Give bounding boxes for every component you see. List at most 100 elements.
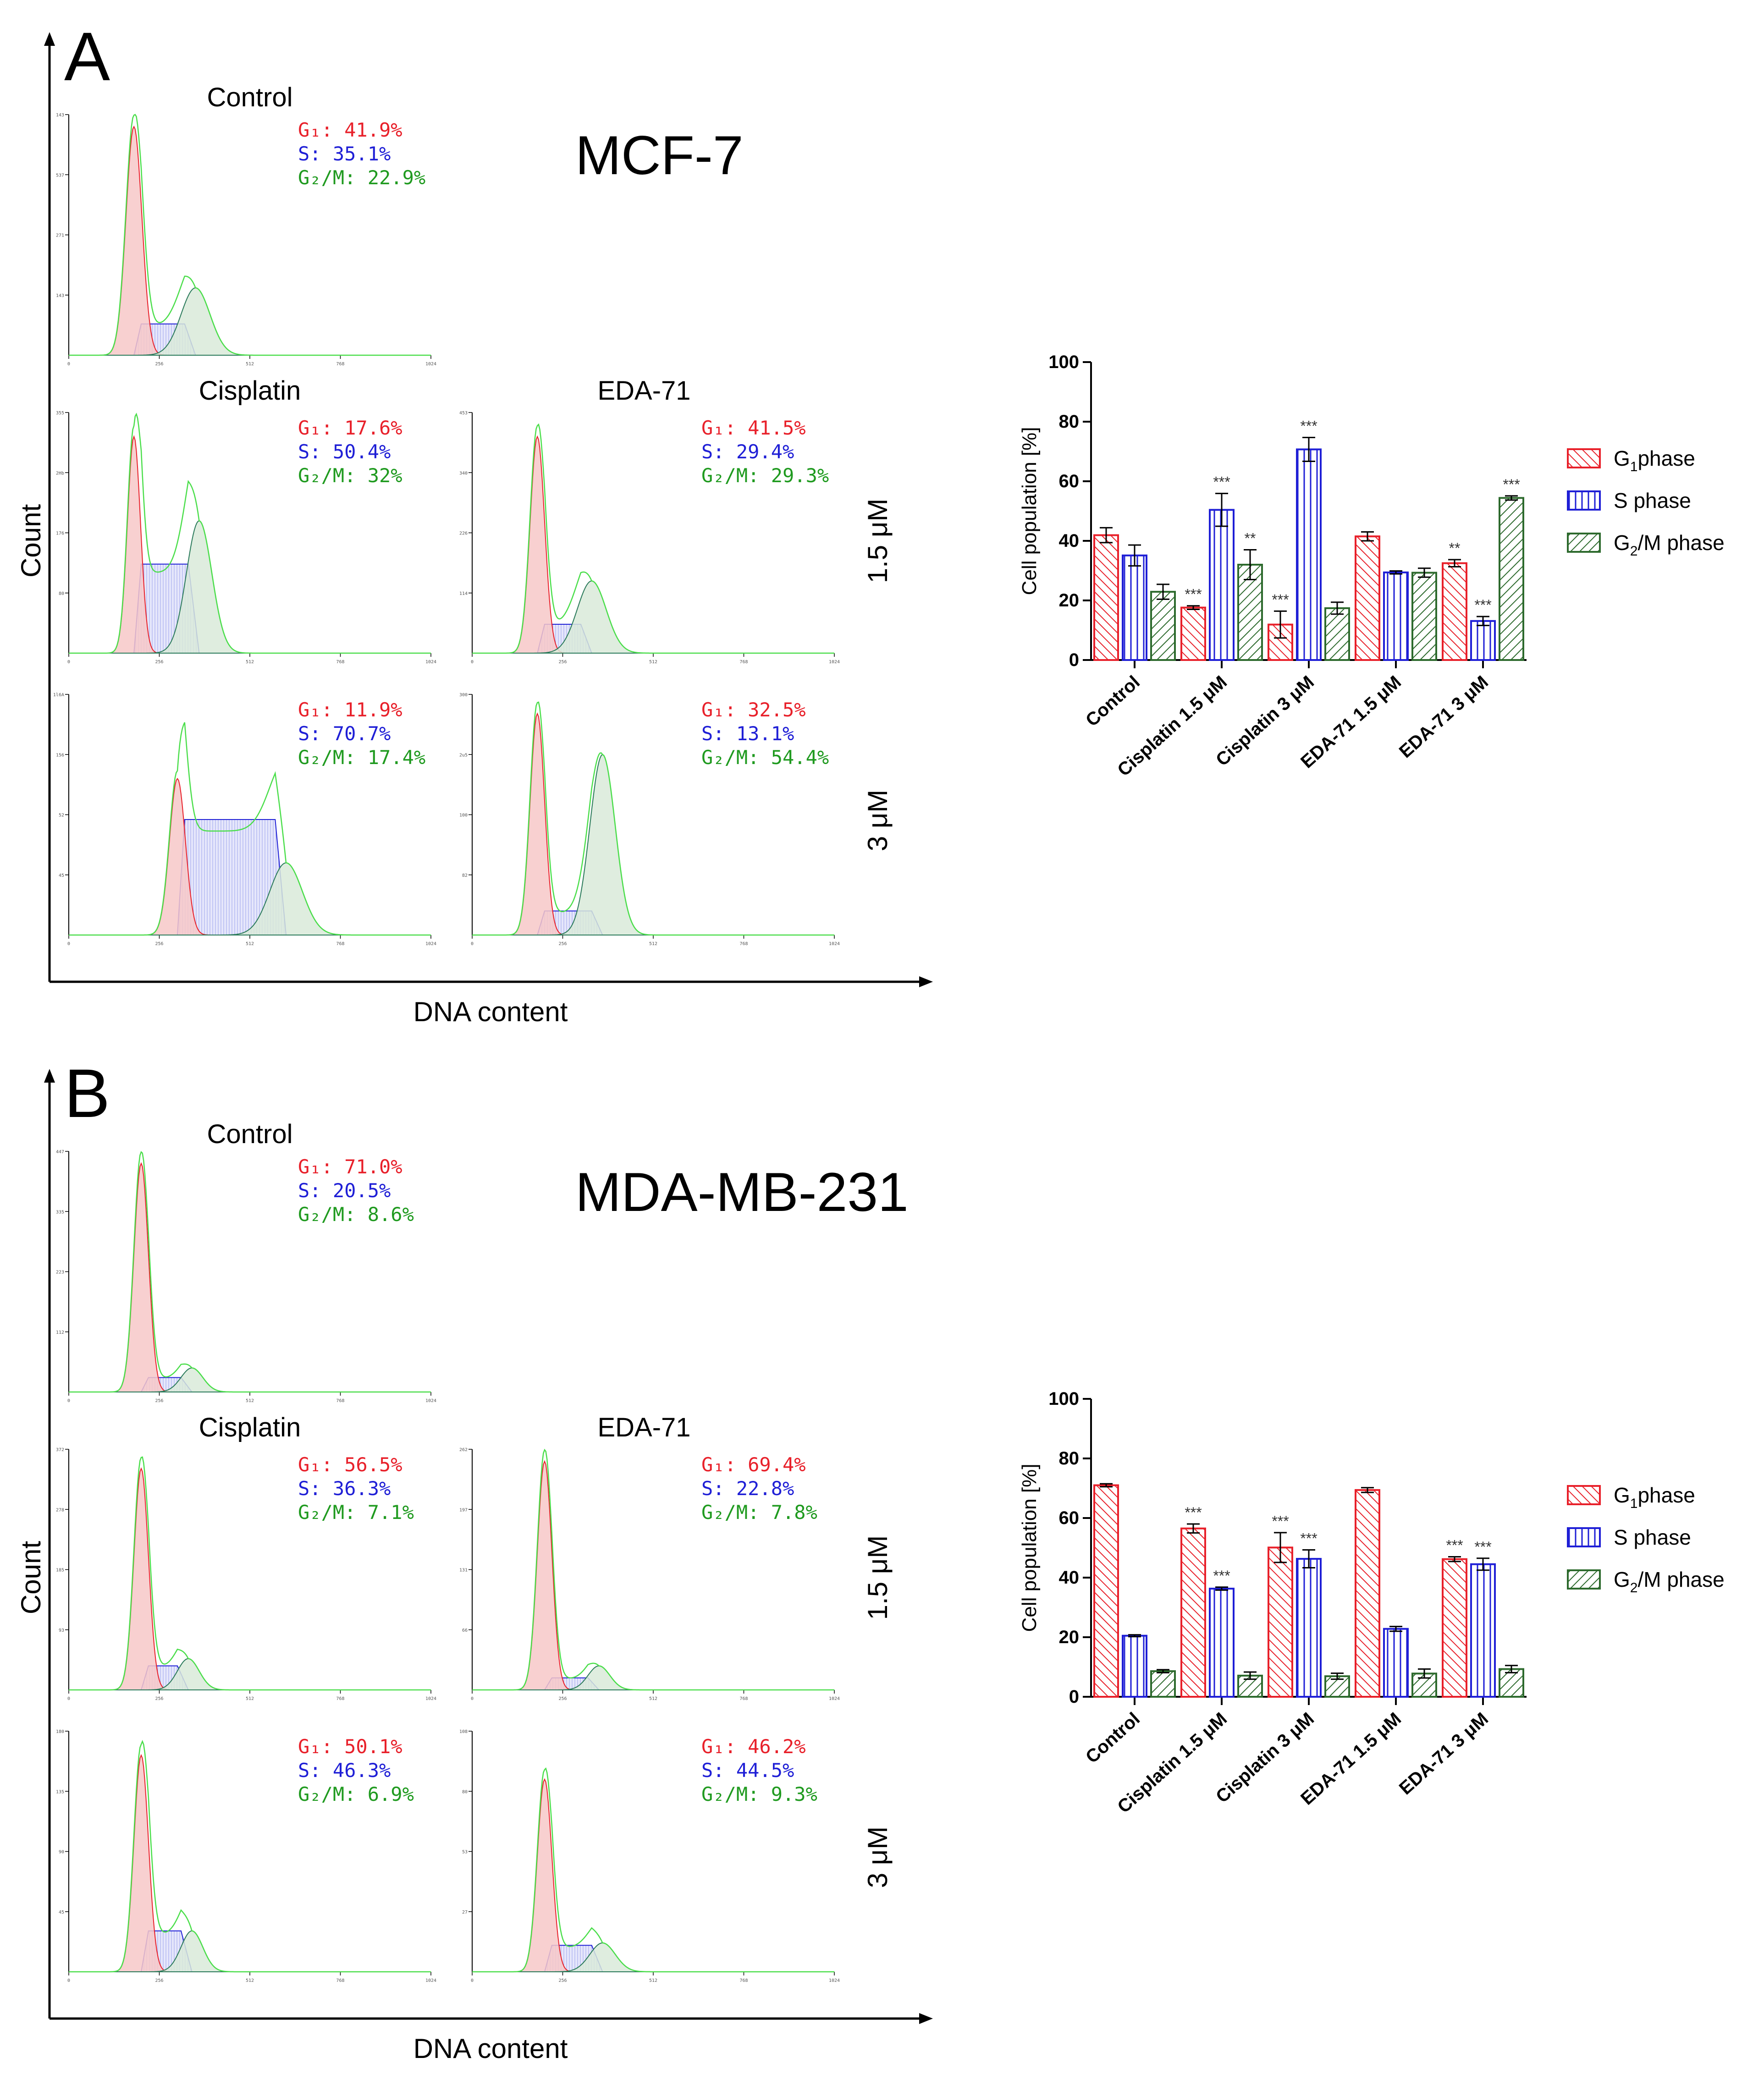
hist-x-tick-label: 1024 — [425, 1978, 436, 1983]
hist-x-tick-label: 256 — [558, 1978, 567, 1983]
histogram-cis_low: 355 2Hb 176 80 0 256 512 768 1024 — [56, 411, 436, 665]
significance-label: *** — [1300, 1530, 1317, 1547]
bar-s-3 — [1383, 571, 1409, 661]
hist-y-tick-label: 1l6A — [53, 693, 64, 698]
legend-label-0: G1phase — [1614, 1483, 1695, 1511]
chart-legend: G1phase S phase G2/M phase — [1567, 1483, 1725, 1595]
hist-y-tick-label: 45 — [59, 873, 64, 878]
fit-envelope — [69, 413, 431, 654]
histogram-title-eda71: EDA-71 — [597, 376, 690, 406]
hist-x-tick-label: 0 — [471, 1696, 474, 1701]
hist-y-tick-label: 447 — [56, 1150, 64, 1155]
hist-x-tick-label: 0 — [67, 362, 70, 367]
legend-label-2: G2/M phase — [1614, 1568, 1725, 1595]
stat-g2m: G₂/M: 17.4% — [298, 746, 425, 769]
chart-y-tick-label: 100 — [1048, 352, 1079, 372]
bar-g1-2 — [1268, 1546, 1293, 1698]
hist-x-tick-label: 0 — [67, 1978, 70, 1983]
hist-y-tick-label: 180 — [56, 1729, 64, 1734]
hist-x-tick-label: 256 — [558, 941, 567, 946]
hist-x-tick-label: 1024 — [829, 1978, 840, 1983]
hist-x-tick-label: 768 — [739, 1978, 748, 1983]
histogram-title-cisplatin: Cisplatin — [199, 1413, 301, 1442]
significance-label: *** — [1213, 474, 1230, 490]
chart-y-tick-label: 60 — [1059, 1508, 1080, 1528]
fit-envelope — [69, 1151, 431, 1393]
hist-y-tick-label: 453 — [459, 411, 468, 416]
hist-y-tick-label: 156 — [56, 753, 64, 758]
panel-A: A MCF-7 Count DNA content Control Cisplatin ED… — [16, 18, 1725, 1027]
stat-g1: G₁: 71.0% — [298, 1155, 402, 1178]
stat-g1: G₁: 41.9% — [298, 119, 402, 141]
hist-x-tick-label: 256 — [155, 660, 163, 665]
stat-g1: G₁: 50.1% — [298, 1735, 402, 1758]
legend-swatch-1 — [1567, 490, 1601, 511]
histogram-eda_high: 108 80 53 27 0 256 512 768 1024 — [459, 1729, 840, 1983]
stat-g2m: G₂/M: 29.3% — [701, 464, 829, 487]
significance-label: *** — [1300, 418, 1317, 434]
legend-swatch-2 — [1567, 1569, 1601, 1590]
chart-y-label: Cell population [%] — [1018, 1464, 1041, 1632]
hist-x-tick-label: 512 — [649, 941, 657, 946]
hist-x-tick-label: 0 — [471, 1978, 474, 1983]
hist-y-tick-label: 82 — [462, 873, 468, 878]
chart-y-tick-label: 60 — [1059, 471, 1080, 491]
concentration-label-high: 3 μM — [862, 1826, 893, 1888]
hist-y-tick-label: 66 — [462, 1628, 468, 1633]
dna-content-label: DNA content — [413, 2033, 568, 2064]
histogram-eda_low: 262 197 131 66 0 256 512 768 1024 — [459, 1447, 840, 1701]
chart-x-tick-label: Control — [1082, 672, 1144, 731]
chart-y-tick-label: 0 — [1069, 1687, 1079, 1707]
hist-y-tick-label: 100 — [459, 813, 468, 818]
hist-y-tick-label: 112 — [56, 1330, 64, 1335]
g1-peak — [472, 1778, 834, 1972]
hist-x-tick-label: 1024 — [829, 1696, 840, 1701]
histogram-title-control: Control — [207, 83, 293, 112]
hist-x-tick-label: 0 — [471, 660, 474, 665]
hist-y-tick-label: 143 — [56, 293, 64, 298]
chart-y-tick-label: 100 — [1048, 1389, 1079, 1409]
bar-s-4 — [1470, 620, 1496, 661]
hist-x-tick-label: 512 — [649, 660, 657, 665]
fit-envelope — [69, 114, 431, 356]
bar-s-3 — [1383, 1628, 1409, 1698]
hist-y-tick-label: 185 — [56, 1568, 64, 1573]
histogram-title-control: Control — [207, 1119, 293, 1149]
dna-axis-arrow — [919, 976, 933, 987]
concentration-label-low: 1.5 μM — [862, 1535, 893, 1620]
hist-y-tick-label: 335 — [56, 1210, 64, 1215]
hist-y-tick-label: 197 — [459, 1507, 468, 1513]
hist-x-tick-label: 768 — [336, 1696, 344, 1701]
significance-label: ** — [1245, 530, 1256, 547]
stat-g1: G₁: 32.5% — [701, 699, 806, 721]
stat-s: S: 50.4% — [298, 440, 391, 463]
significance-label: ** — [1449, 540, 1461, 556]
hist-x-tick-label: 0 — [67, 1696, 70, 1701]
legend-label-0: G1phase — [1614, 446, 1695, 474]
bar-g2m-4 — [1499, 497, 1524, 661]
hist-x-tick-label: 256 — [155, 941, 163, 946]
stat-s: S: 35.1% — [298, 143, 391, 165]
hist-x-tick-label: 512 — [246, 1398, 254, 1403]
concentration-label-high: 3 μM — [862, 790, 893, 852]
stat-s: S: 44.5% — [701, 1759, 794, 1782]
bar-g1-0 — [1093, 534, 1119, 661]
stat-g1: G₁: 46.2% — [701, 1735, 806, 1758]
fit-envelope — [69, 1456, 431, 1691]
stat-g1: G₁: 69.4% — [701, 1453, 806, 1476]
hist-x-tick-label: 1024 — [425, 660, 436, 665]
stat-s: S: 46.3% — [298, 1759, 391, 1782]
stat-s: S: 70.7% — [298, 722, 391, 745]
hist-x-tick-label: 768 — [739, 1696, 748, 1701]
hist-y-tick-label: 131 — [459, 1568, 468, 1573]
legend-swatch-0 — [1567, 1485, 1601, 1505]
histogram-eda_low: 453 340 226 114 0 256 512 768 1024 — [459, 411, 840, 665]
hist-x-tick-label: 1024 — [425, 362, 436, 367]
stat-g2m: G₂/M: 32% — [298, 464, 402, 487]
count-axis-arrow — [44, 1069, 55, 1083]
chart-y-tick-label: 0 — [1069, 650, 1079, 670]
stat-s: S: 36.3% — [298, 1477, 391, 1500]
chart-y-tick-label: 40 — [1059, 1568, 1080, 1588]
